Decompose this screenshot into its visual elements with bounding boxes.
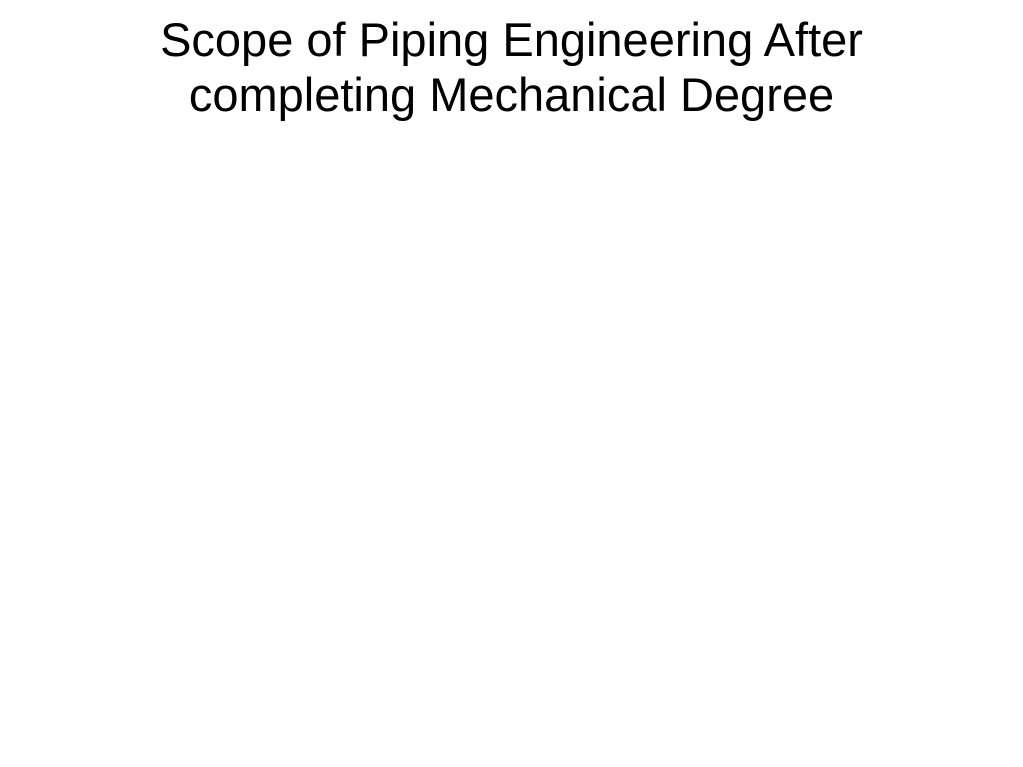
slide-title: Scope of Piping Engineering After comple… — [0, 12, 1023, 123]
slide-container: Scope of Piping Engineering After comple… — [0, 0, 1023, 767]
